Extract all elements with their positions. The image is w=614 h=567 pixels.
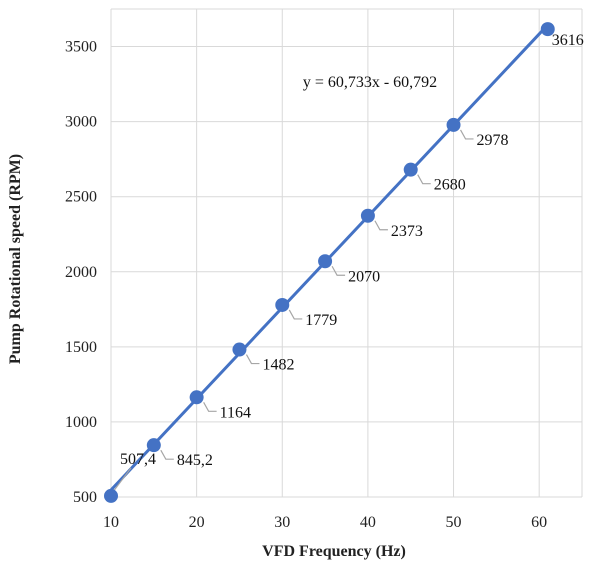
data-label: 507,4 [120, 451, 156, 468]
x-tick-label: 10 [103, 514, 119, 531]
leader-line [288, 309, 303, 320]
data-point [360, 208, 375, 223]
y-tick-label: 2000 [65, 264, 97, 281]
x-tick-label: 40 [360, 514, 376, 531]
x-tick-label: 60 [531, 514, 547, 531]
leader-line [203, 402, 217, 412]
data-point [446, 117, 461, 132]
data-label: 845,2 [177, 452, 213, 469]
data-point [403, 162, 418, 177]
data-label: 2070 [348, 268, 380, 285]
y-tick-label: 3000 [65, 114, 97, 131]
x-tick-label: 30 [274, 514, 290, 531]
data-label: 1164 [220, 404, 251, 421]
leader-line [112, 467, 132, 493]
y-tick-label: 1000 [65, 414, 97, 431]
data-point [318, 254, 333, 269]
x-tick-label: 50 [446, 514, 462, 531]
trendline-equation: y = 60,733x - 60,792 [303, 74, 437, 91]
data-point [104, 488, 118, 503]
grid-lines [110, 8, 583, 498]
data-label: 2680 [434, 177, 466, 194]
leader-line [417, 174, 431, 185]
data-points [104, 22, 555, 503]
data-labels: 507,4 845,2 1164 1482 1779 2070 2373 2680 2978 36… [120, 32, 584, 469]
y-tick-label: 1500 [65, 339, 97, 356]
data-label: 2978 [477, 132, 509, 149]
leader-line [460, 129, 474, 140]
leader-line [245, 354, 260, 365]
y-tick-label: 2500 [65, 189, 97, 206]
y-axis-title: Pump Rotational speed (RPM) [7, 154, 24, 364]
y-tick-labels: 500 1000 1500 2000 2500 3000 3500 [65, 39, 97, 506]
y-tick-label: 3500 [65, 39, 97, 56]
x-tick-label: 20 [189, 514, 205, 531]
leader-lines [112, 129, 474, 493]
x-tick-labels: 10 20 30 40 50 60 [103, 514, 547, 531]
data-label: 1779 [305, 312, 337, 329]
data-point [189, 390, 204, 405]
data-label: 1482 [262, 357, 294, 374]
leader-line [160, 449, 174, 460]
leader-line [374, 220, 388, 231]
x-axis-title: VFD Frequency (Hz) [262, 543, 406, 560]
data-label: 3616 [552, 32, 584, 49]
data-label: 2373 [391, 223, 423, 240]
data-point [232, 342, 247, 357]
data-point [275, 297, 290, 312]
data-point [146, 438, 161, 453]
y-tick-label: 500 [73, 489, 97, 506]
leader-line [331, 265, 346, 276]
data-point [540, 22, 555, 37]
